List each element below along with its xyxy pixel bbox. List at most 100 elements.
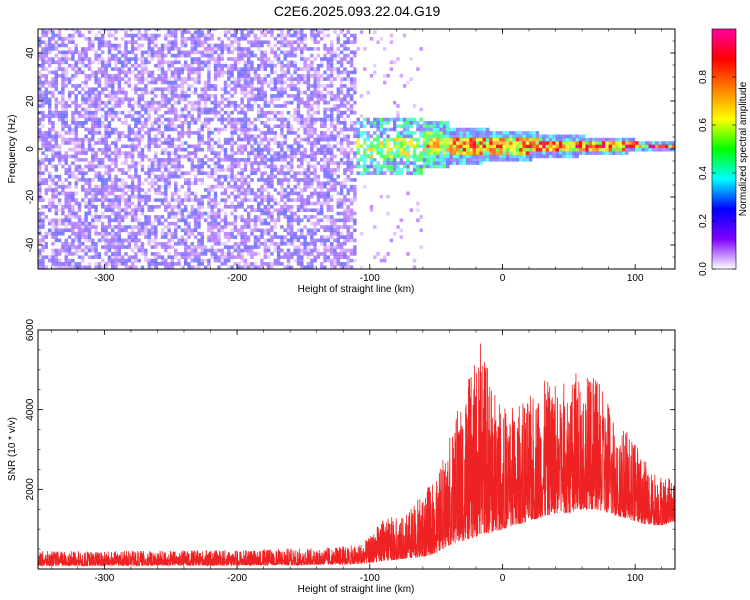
heatmap-cell <box>230 161 234 165</box>
heatmap-cell <box>402 154 407 159</box>
heatmap-cell <box>114 100 118 105</box>
heatmap-cell <box>409 161 413 165</box>
heatmap-cell <box>223 231 228 236</box>
heatmap-cell <box>187 198 191 202</box>
heatmap-cell <box>64 100 68 105</box>
heatmap-cell <box>87 47 92 51</box>
heatmap-cell <box>247 235 251 239</box>
heatmap-cell <box>67 248 72 253</box>
heatmap-cell <box>343 235 347 239</box>
heatmap-cell <box>167 97 171 102</box>
heatmap-cell <box>343 184 347 189</box>
heatmap-cell <box>240 67 244 71</box>
heatmap-cell <box>243 218 248 223</box>
heatmap-cell <box>227 137 231 142</box>
heatmap-cell <box>409 154 413 159</box>
heatmap-cell <box>409 141 413 145</box>
heatmap-cell <box>104 134 108 139</box>
heatmap-cell <box>120 262 125 266</box>
heatmap-cell <box>449 134 453 139</box>
heatmap-cell <box>379 144 384 149</box>
heatmap-cell <box>51 218 55 223</box>
heatmap-cell <box>144 191 148 196</box>
heatmap-cell <box>61 228 65 233</box>
heatmap-cell <box>356 147 360 152</box>
heatmap-cell <box>87 231 92 236</box>
heatmap-cell <box>130 164 135 169</box>
heatmap-cell <box>227 57 231 61</box>
heatmap-cell <box>127 67 131 71</box>
heatmap-cell <box>257 127 261 132</box>
heatmap-cell <box>160 245 165 249</box>
heatmap-cell <box>193 87 198 91</box>
heatmap-cell <box>114 215 118 219</box>
heatmap-cell <box>333 134 337 139</box>
heatmap-cell <box>190 215 194 219</box>
heatmap-cell <box>306 124 311 128</box>
heatmap-cell <box>94 80 98 85</box>
heatmap-cell <box>273 231 277 236</box>
heatmap-cell <box>77 178 82 182</box>
heatmap-cell <box>227 181 231 186</box>
heatmap-cell <box>373 30 377 34</box>
heatmap-cell <box>296 255 301 259</box>
heatmap-cell <box>339 70 344 75</box>
heatmap-cell <box>303 137 307 142</box>
heatmap-cell <box>174 37 178 41</box>
heatmap-cell <box>280 74 284 78</box>
heatmap-cell <box>333 137 337 142</box>
heatmap-cell <box>77 53 82 58</box>
heatmap-cell <box>180 84 185 88</box>
heatmap-cell <box>84 265 88 269</box>
heatmap-cell <box>174 161 178 165</box>
heatmap-cell <box>247 60 251 65</box>
heatmap-cell <box>81 168 85 172</box>
heatmap-cell <box>416 67 420 71</box>
heatmap-cell <box>101 174 105 179</box>
heatmap-cell <box>84 100 88 105</box>
heatmap-cell <box>373 121 377 125</box>
heatmap-cell <box>91 194 95 199</box>
heatmap-cell <box>41 221 45 226</box>
heatmap-cell <box>144 201 148 206</box>
heatmap-cell <box>54 205 58 209</box>
heatmap-cell <box>137 57 141 61</box>
heatmap-cell <box>130 107 135 112</box>
heatmap-cell <box>107 164 112 169</box>
heatmap-cell <box>333 104 337 108</box>
heatmap-cell <box>54 221 58 226</box>
heatmap-cell <box>230 164 234 169</box>
heatmap-cell <box>330 265 334 269</box>
heatmap-cell <box>57 33 62 38</box>
heatmap-cell <box>243 29 248 31</box>
heatmap-cell <box>323 151 327 155</box>
heatmap-cell <box>409 57 413 61</box>
heatmap-cell <box>349 80 354 85</box>
heatmap-cell <box>187 63 191 68</box>
heatmap-cell <box>230 70 234 75</box>
heatmap-cell <box>91 154 95 159</box>
heatmap-cell <box>253 161 258 165</box>
heatmap-cell <box>87 228 92 233</box>
heatmap-cell <box>64 242 68 246</box>
heatmap-cell <box>38 50 42 55</box>
heatmap-cell <box>51 252 55 256</box>
heatmap-cell <box>243 67 248 71</box>
heatmap-cell <box>114 205 118 209</box>
heatmap-cell <box>286 40 291 44</box>
heatmap-cell <box>157 114 161 118</box>
heatmap-cell <box>91 178 95 182</box>
heatmap-cell <box>257 97 261 102</box>
heatmap-cell <box>260 30 264 34</box>
heatmap-cell <box>306 218 311 223</box>
heatmap-cell <box>353 110 357 115</box>
heatmap-cell <box>200 30 204 34</box>
heatmap-cell <box>230 63 234 68</box>
heatmap-cell <box>150 158 155 162</box>
heatmap-cell <box>104 228 108 233</box>
heatmap-cell <box>94 70 98 75</box>
heatmap-cell <box>184 94 188 98</box>
heatmap-cell <box>250 29 254 31</box>
heatmap-cell <box>210 29 214 31</box>
heatmap-cell <box>310 201 314 206</box>
